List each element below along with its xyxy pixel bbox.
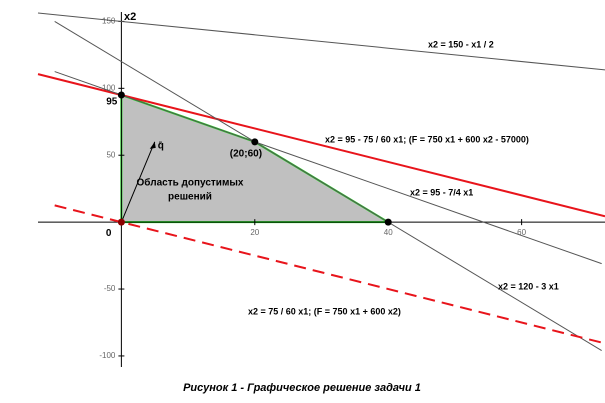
line-label: x2 = 75 / 60 x1; (F = 750 x1 + 600 x2) [248, 306, 401, 316]
vertex-point [384, 218, 392, 226]
vector-label: q̄ [158, 140, 164, 151]
gradient-vector [120, 141, 156, 223]
y-tick-label: 100 [102, 83, 116, 92]
y-tick-label: 50 [106, 150, 115, 159]
region-label: решений [168, 192, 212, 203]
constraint-line [37, 73, 605, 218]
marked-y-label: 95 [106, 97, 118, 108]
vector-head [149, 141, 156, 149]
origin-label: 0 [106, 228, 112, 239]
caption: Рисунок 1 - Графическое решение задачи 1 [183, 382, 421, 394]
y-tick-label: -50 [104, 284, 116, 293]
line-label: x2 = 95 - 7/4 x1 [410, 187, 473, 197]
x-tick-label: 40 [384, 228, 393, 237]
line-label: x2 = 150 - x1 / 2 [428, 39, 494, 49]
y-axis-label: x2 [124, 11, 136, 23]
y-tick-label: -100 [99, 351, 116, 360]
constraint-line [37, 12, 605, 71]
line-label: x2 = 120 - 3 x1 [498, 281, 559, 291]
vertex-point [117, 91, 125, 99]
point-label: (20;60) [230, 148, 262, 159]
region-label: Область допустимых [137, 177, 244, 189]
y-tick-label: 150 [102, 17, 116, 26]
x-tick-label: 60 [517, 228, 526, 237]
line-label: x2 = 95 - 75 / 60 x1; (F = 750 x1 + 600 … [325, 134, 529, 144]
constraint-line [54, 204, 602, 344]
vertex-point [117, 218, 125, 226]
constraint-line [54, 71, 602, 265]
x-tick-label: 20 [250, 228, 259, 237]
constraint-line [54, 20, 602, 352]
vertex-point [251, 138, 259, 146]
